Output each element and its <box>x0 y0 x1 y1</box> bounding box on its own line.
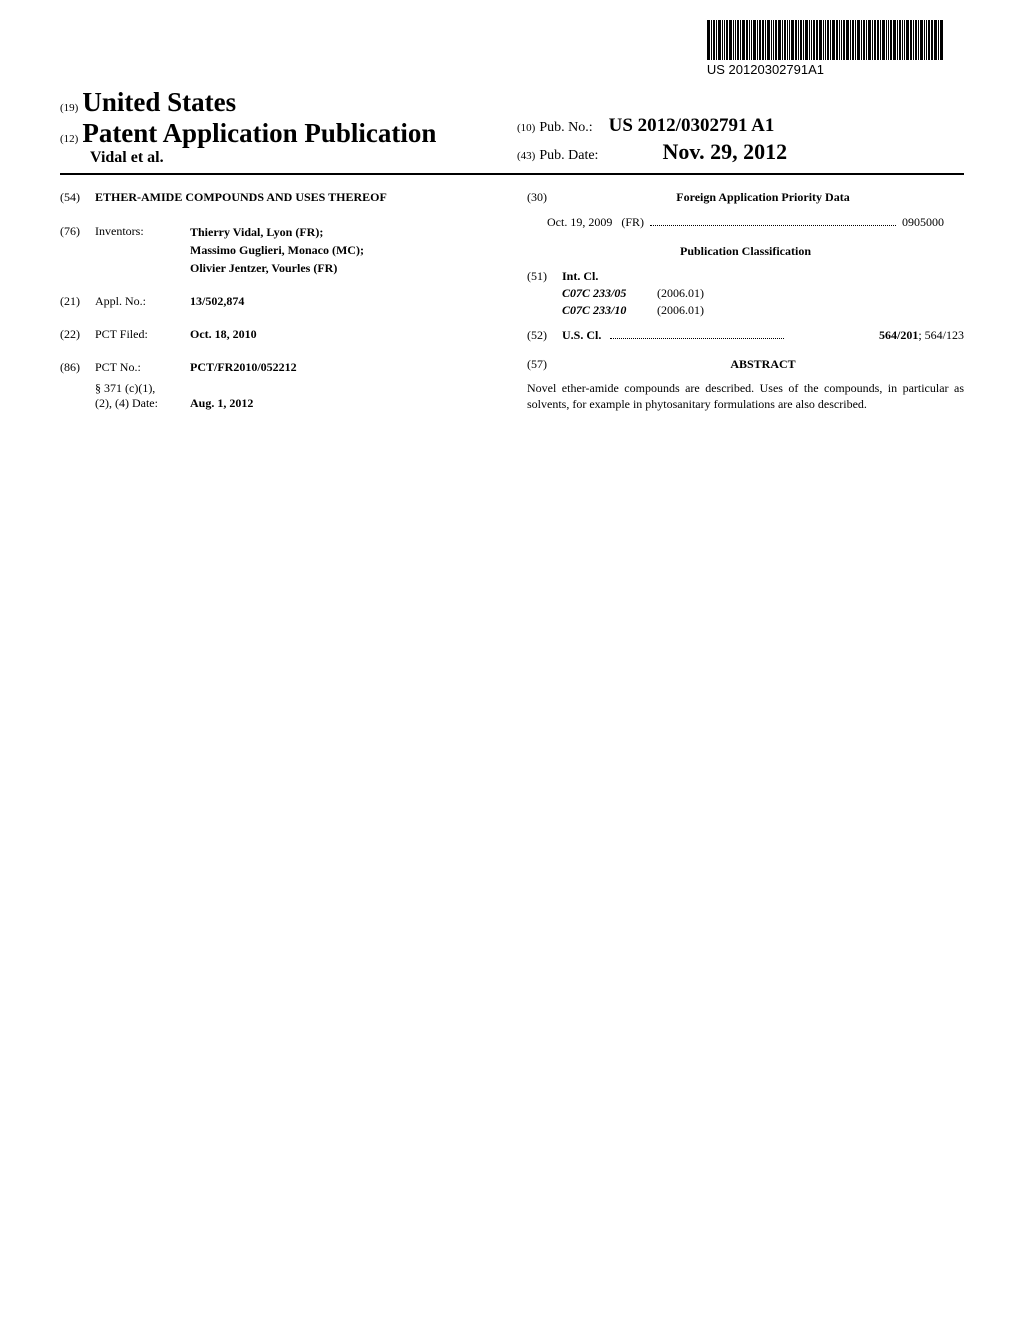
authors-header: Vidal et al. <box>90 149 507 167</box>
pct-code: (86) <box>60 359 95 376</box>
intcl-header-row: (51) Int. Cl. <box>527 269 964 284</box>
barcode-section: US 20120302791A1 <box>60 20 964 77</box>
publication-type: Patent Application Publication <box>82 118 436 148</box>
inventors-code: (76) <box>60 223 95 277</box>
dots-icon <box>650 211 896 226</box>
filed-row: (22) PCT Filed: Oct. 18, 2010 <box>60 326 497 343</box>
dots-icon-2 <box>610 324 784 339</box>
intcl-code: (51) <box>527 269 562 284</box>
appl-row: (21) Appl. No.: 13/502,874 <box>60 293 497 310</box>
filed-date: Oct. 18, 2010 <box>190 326 497 343</box>
barcode-number: US 20120302791A1 <box>60 62 824 77</box>
pub-no-label: Pub. No.: <box>539 120 592 135</box>
pub-no: US 2012/0302791 A1 <box>609 115 775 136</box>
s371-date: Aug. 1, 2012 <box>190 396 253 411</box>
title: ETHER-AMIDE COMPOUNDS AND USES THEREOF <box>95 190 387 205</box>
foreign-heading: Foreign Application Priority Data <box>562 190 964 205</box>
intcl-code-1: C07C 233/05 <box>527 286 657 301</box>
inventors-row: (76) Inventors: Thierry Vidal, Lyon (FR)… <box>60 223 497 277</box>
uscl-label: U.S. Cl. <box>562 328 601 343</box>
code-43: (43) <box>517 150 535 162</box>
left-column: (54) ETHER-AMIDE COMPOUNDS AND USES THER… <box>60 190 497 425</box>
pubclass-heading: Publication Classification <box>527 244 964 259</box>
abstract-text: Novel ether-amide compounds are describe… <box>527 380 964 412</box>
header-right: (10) Pub. No.: US 2012/0302791 A1 (43) P… <box>507 115 964 167</box>
pct-row: (86) PCT No.: PCT/FR2010/052212 <box>60 359 497 376</box>
code-10: (10) <box>517 122 535 134</box>
foreign-code: (30) <box>527 190 562 205</box>
right-column: (30) Foreign Application Priority Data O… <box>527 190 964 425</box>
intcl-row-1: C07C 233/05 (2006.01) <box>527 286 964 301</box>
abstract-heading: ABSTRACT <box>562 357 964 372</box>
abstract-heading-row: (57) ABSTRACT <box>527 357 964 372</box>
appl-label: Appl. No.: <box>95 293 190 310</box>
inventor-2: Massimo Guglieri, Monaco (MC); <box>190 241 497 259</box>
intcl-year-2: (2006.01) <box>657 303 704 318</box>
uscl-code: (52) <box>527 328 562 343</box>
foreign-data-row: Oct. 19, 2009 (FR) 0905000 <box>527 215 964 230</box>
intcl-year-1: (2006.01) <box>657 286 704 301</box>
country: United States <box>82 87 236 117</box>
intcl-code-2: C07C 233/10 <box>527 303 657 318</box>
s371-label-2: (2), (4) Date: <box>95 396 190 411</box>
filed-label: PCT Filed: <box>95 326 190 343</box>
foreign-country: (FR) <box>621 215 644 230</box>
inventor-1: Thierry Vidal, Lyon (FR); <box>190 223 497 241</box>
pct-no: PCT/FR2010/052212 <box>190 359 497 376</box>
header: (19) United States (12) Patent Applicati… <box>60 87 964 175</box>
code-12: (12) <box>60 133 78 145</box>
foreign-heading-row: (30) Foreign Application Priority Data <box>527 190 964 205</box>
uscl-main: 564/201 <box>879 328 918 342</box>
appl-no: 13/502,874 <box>190 293 497 310</box>
uscl-other: ; 564/123 <box>918 328 964 342</box>
foreign-num: 0905000 <box>902 215 944 230</box>
appl-code: (21) <box>60 293 95 310</box>
barcode <box>707 20 944 60</box>
code-19: (19) <box>60 102 78 114</box>
title-code: (54) <box>60 190 95 205</box>
inventor-3: Olivier Jentzer, Vourles (FR) <box>190 259 497 277</box>
body: (54) ETHER-AMIDE COMPOUNDS AND USES THER… <box>60 190 964 425</box>
pct-label: PCT No.: <box>95 359 190 376</box>
s371-row: § 371 (c)(1), (2), (4) Date: Aug. 1, 201… <box>95 381 497 411</box>
foreign-date: Oct. 19, 2009 <box>547 215 612 230</box>
pub-date: Nov. 29, 2012 <box>662 139 787 164</box>
intcl-label: Int. Cl. <box>562 269 598 284</box>
pub-date-label: Pub. Date: <box>539 148 598 163</box>
inventors-list: Thierry Vidal, Lyon (FR); Massimo Guglie… <box>190 223 497 277</box>
s371-label-1: § 371 (c)(1), <box>95 381 497 396</box>
intcl-row-2: C07C 233/10 (2006.01) <box>527 303 964 318</box>
title-row: (54) ETHER-AMIDE COMPOUNDS AND USES THER… <box>60 190 497 205</box>
uscl-row: (52) U.S. Cl. 564/201; 564/123 <box>527 328 964 343</box>
uscl-values: 564/201; 564/123 <box>790 328 964 343</box>
inventors-label: Inventors: <box>95 223 190 277</box>
abstract-code: (57) <box>527 357 562 372</box>
filed-code: (22) <box>60 326 95 343</box>
header-left: (19) United States (12) Patent Applicati… <box>60 87 507 167</box>
